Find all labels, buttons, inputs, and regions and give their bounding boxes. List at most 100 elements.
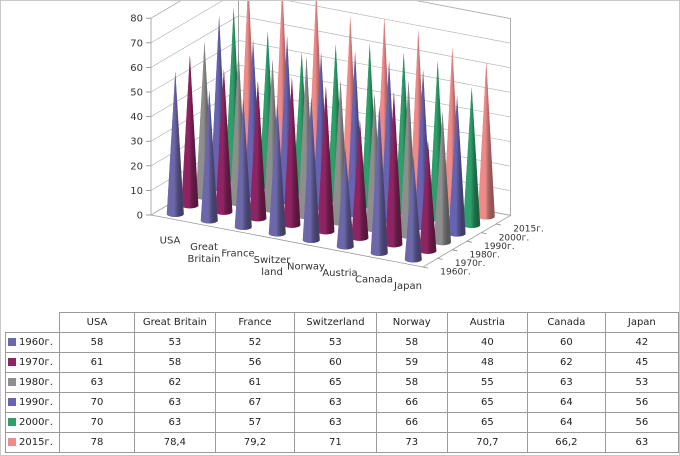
depth-tick [481,232,487,234]
cone-mark [215,69,233,215]
cone-mark [434,111,451,246]
row-header: 1980г. [4,372,61,393]
x-tick-label: USA [160,235,181,246]
cone-shading [283,77,301,228]
legend-swatch [8,438,16,446]
table-cell: 62 [527,352,606,373]
cone-mark [404,156,422,263]
table-row: 1970г. 61 58 56 60 59 48 62 45 [4,352,679,373]
table-row: 2000г. 70 63 57 63 66 65 64 56 [4,412,679,433]
legend-swatch [8,358,16,366]
x-tick-label: France [221,248,254,259]
cone-mark [463,87,481,229]
cone-mark [234,99,252,230]
y-tick-label: 10 [130,186,143,197]
table-corner [5,312,61,333]
gridline [150,15,511,69]
series-name: 1970г. [19,357,53,368]
gridline [150,1,511,19]
table-cell: 56 [604,392,679,413]
table-cell: 67 [214,392,296,413]
cone-shading [385,91,403,248]
cone-shading [234,99,252,230]
table-cell: 66 [375,392,448,413]
y-tick-label: 30 [130,137,143,148]
table-cell: 70 [59,412,135,433]
y-tick-label: 0 [137,211,143,222]
table-cell: 59 [375,352,448,373]
cone-marks [166,1,495,263]
cone-shading [351,119,369,241]
table-cell: 70,7 [446,432,529,453]
table-cell: 79,2 [214,432,296,453]
table-cell: 42 [604,332,679,353]
depth-tick [495,223,502,226]
table-cell: 63 [294,412,377,433]
cone-shading [302,97,320,243]
table-cell: 60 [294,352,377,373]
cone-shading [477,61,495,220]
x-tick-label: Norway [287,261,325,272]
cone-mark [268,103,286,237]
table-cell: 61 [59,352,135,373]
y-tick-label: 20 [130,161,143,172]
table-cell: 53 [294,332,377,353]
table-cell: 58 [375,332,448,353]
x-tick-label: Canada [355,274,393,285]
table-cell: 58 [375,372,448,393]
table-cell: 53 [604,372,679,393]
cone-mark [385,91,403,248]
gridline [150,1,511,44]
table-cell: 56 [604,412,679,433]
table-cell: 63 [604,432,679,453]
row-header: 1990г. [4,392,61,413]
table-cell: 66 [375,412,448,433]
legend-swatch [8,338,16,346]
series-name: 1990г. [19,397,53,408]
series-name: 1960г. [19,337,53,348]
table-cell: 78,4 [133,432,216,453]
depth-tick-label: 1990г. [484,242,514,252]
y-tick-label: 70 [130,38,143,49]
table-cell: 65 [446,412,529,433]
depth-tick-label: 2000г. [499,233,530,243]
cone-mark [302,97,320,243]
depth-tick [466,240,472,243]
table-cell: 63 [294,392,377,413]
y-tick-label: 80 [130,14,143,25]
cone-mark [249,80,267,222]
axes [146,17,502,269]
cone-shading [336,148,354,250]
table-row: 1980г. 63 62 61 65 58 55 63 53 [4,372,679,393]
table-cell: 56 [214,352,296,373]
cone-mark [477,61,495,220]
table-cell: 58 [133,352,216,373]
series-name: 2015г. [19,437,53,448]
row-header: 2015г. [4,432,61,453]
y-tick-label: 50 [130,88,143,99]
cone-shading [448,95,466,237]
table-cell: 66,2 [527,432,606,453]
depth-tick-label: 1970г. [455,259,486,269]
table-cell: 78 [59,432,135,453]
table-cell: 53 [133,332,216,353]
table-cell: 52 [214,332,296,353]
cone-mark [181,55,199,209]
table-cell: 48 [446,352,529,373]
table-cell: 57 [214,412,296,433]
legend-swatch [8,418,16,426]
table-cell: 65 [446,392,529,413]
cone-mark [419,140,437,254]
cone-mark [317,86,335,235]
cone-mark [370,105,388,256]
cone-mark [351,119,369,241]
x-tick-label: Switzer land [254,255,292,278]
cone-mark [448,95,466,237]
table-cell: 55 [446,372,529,393]
table-cell: 63 [133,412,216,433]
x-tick-label: Great Britain [188,242,221,265]
table-cell: 58 [59,332,135,353]
series-name: 2000г. [19,417,53,428]
table-cell: 61 [214,372,296,393]
